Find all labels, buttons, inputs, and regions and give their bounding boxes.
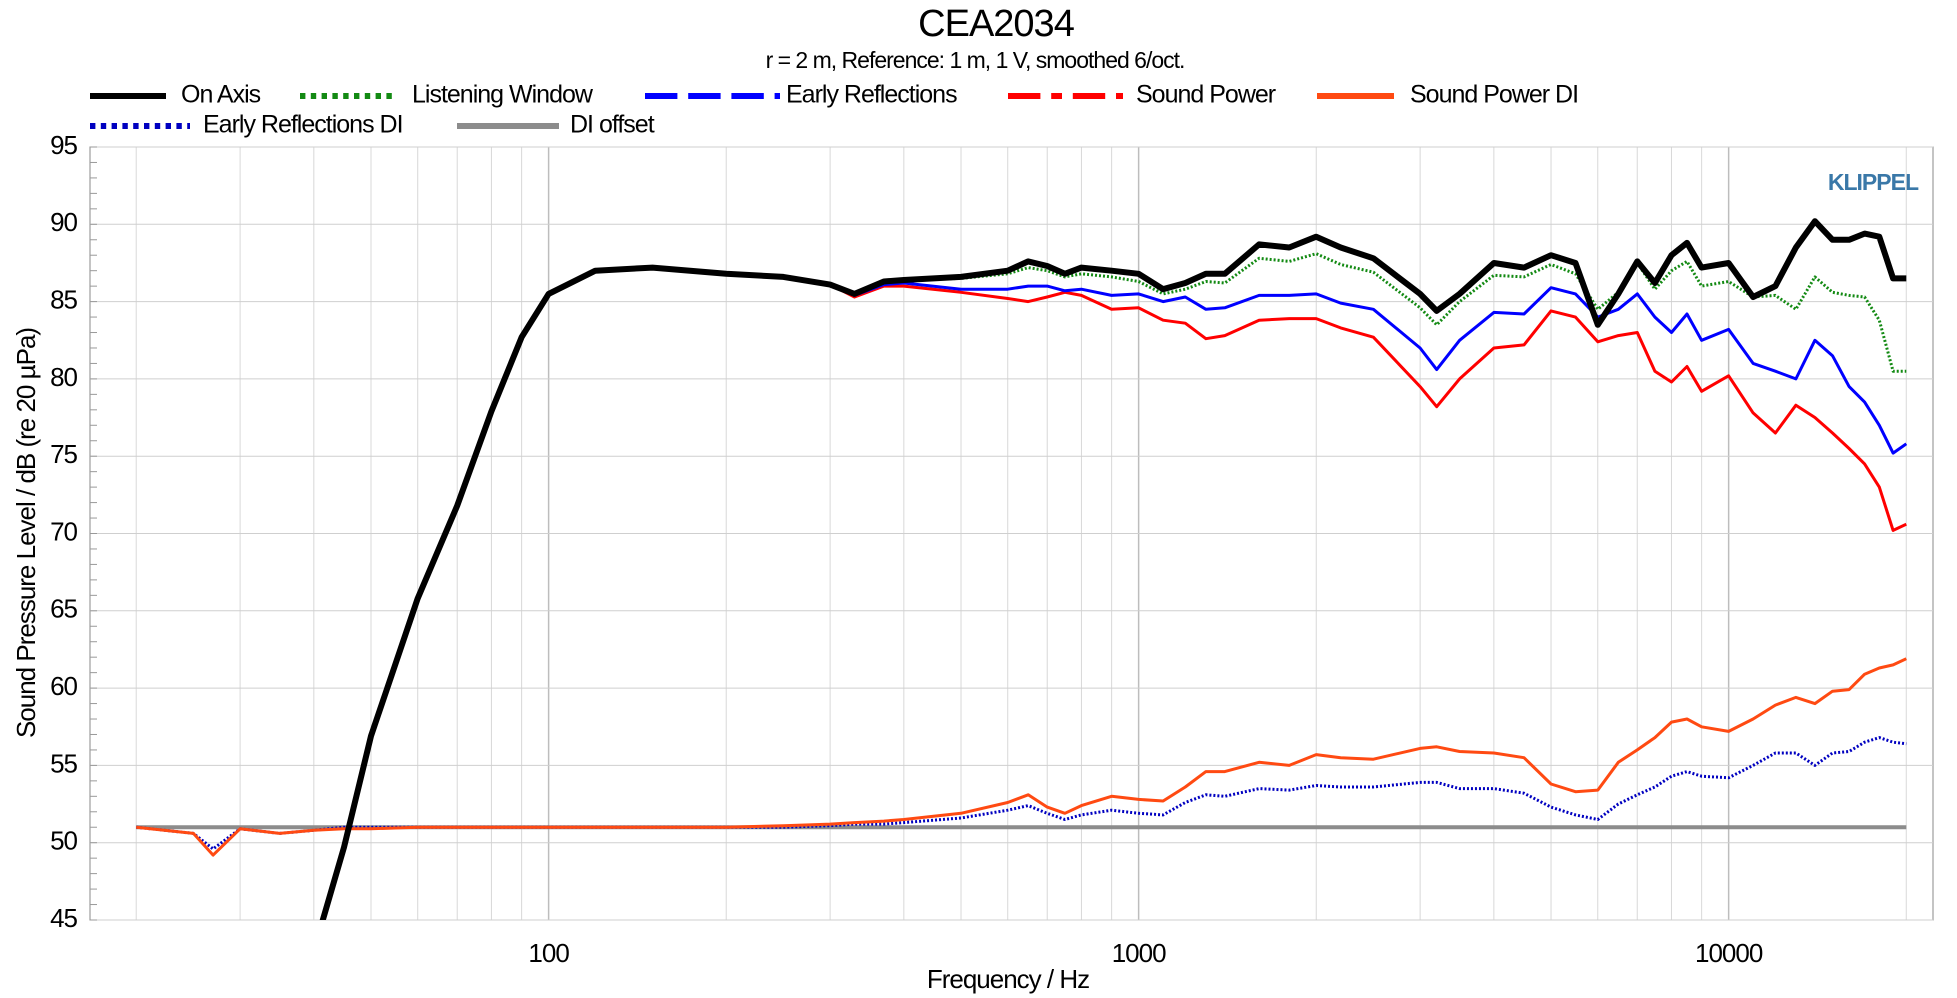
legend-label: Sound Power DI [1410,81,1578,109]
x-tick-label: 1000 [1112,938,1166,968]
series-line [136,736,1907,851]
watermark: KLIPPEL [1828,169,1919,195]
y-tick-label: 85 [50,284,77,314]
legend-label: Listening Window [412,81,594,109]
legend: On Axis Listening Window Early Reflections… [90,81,1579,139]
series-line [321,252,1907,920]
chart-subtitle: r = 2 m, Reference: 1 m, 1 V, smoothed 6… [766,47,1185,73]
x-axis-label: Frequency / Hz [927,964,1089,994]
chart-title: CEA2034 [918,3,1075,45]
y-tick-label: 50 [50,826,77,856]
y-tick-label: 45 [50,903,77,933]
y-tick-label: 65 [50,594,77,624]
x-tick-label: 10000 [1695,938,1763,968]
y-axis-label: Sound Pressure Level / dB (re 20 µPa) [11,328,41,738]
x-tick-label: 100 [528,938,569,968]
legend-label: Sound Power [1136,81,1276,109]
y-tick-label: 55 [50,748,77,778]
lines [136,218,1908,920]
y-tick-label: 75 [50,439,77,469]
legend-label: Early Reflections [786,81,957,109]
y-tick-label: 60 [50,671,77,701]
y-tick-label: 80 [50,362,77,392]
legend-label: Early Reflections DI [203,111,403,139]
legend-label: On Axis [181,81,261,109]
y-tick-label: 90 [50,207,77,237]
y-tick-label: 95 [50,130,77,160]
legend-label: DI offset [570,111,655,139]
series-line [319,218,1907,920]
y-tick-label: 70 [50,516,77,546]
series-line [136,657,1907,857]
